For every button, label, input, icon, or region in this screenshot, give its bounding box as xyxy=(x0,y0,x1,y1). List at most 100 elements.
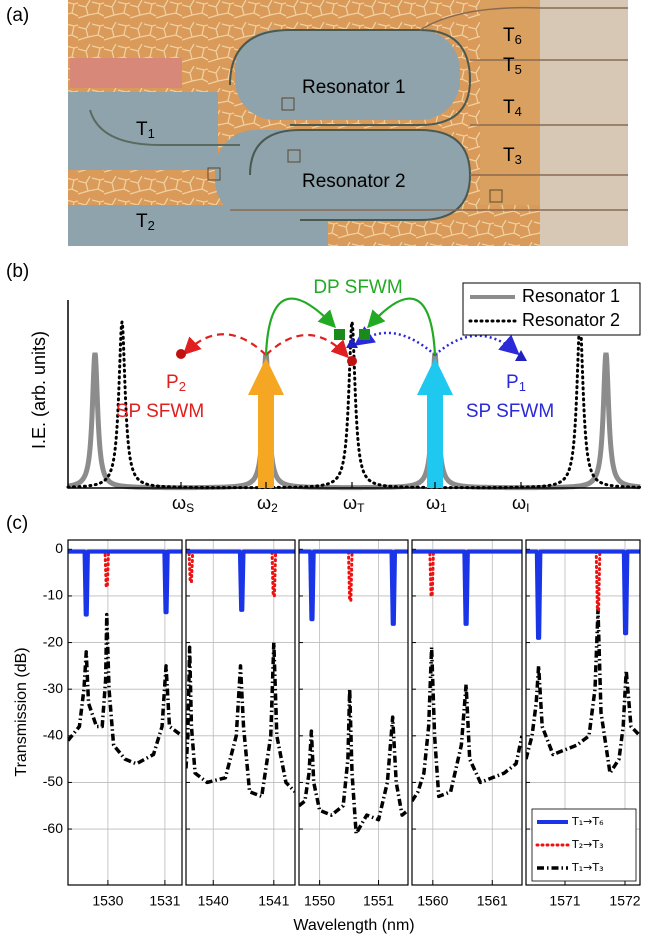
label-base: ω xyxy=(343,493,357,513)
resonator-label: Resonator 1 xyxy=(302,77,406,98)
x-tick-label: 1571 xyxy=(549,893,580,909)
annotation: SP SFWM xyxy=(466,401,554,422)
subplot: 1560 1561 xyxy=(411,539,523,909)
arrow xyxy=(434,334,520,356)
panel-label: (c) xyxy=(6,513,28,534)
x-tick-label: 1531 xyxy=(149,893,180,909)
series-line xyxy=(412,549,522,626)
label-sub: 3 xyxy=(515,152,522,167)
subscripted-label: ω1 xyxy=(426,493,447,515)
frequency-labels: ωS ω2 ωT ω1 ωI xyxy=(172,482,529,515)
subscripted-label: T2 xyxy=(136,211,155,233)
annotation-base: P xyxy=(166,372,179,393)
subscripted-label: ωI xyxy=(512,493,529,515)
y-tick-label: -30 xyxy=(43,680,63,696)
series-line xyxy=(68,549,182,617)
arrow xyxy=(182,333,267,356)
y-tick-label: -50 xyxy=(43,773,63,789)
series-line xyxy=(526,549,640,640)
x-tick-label: 1561 xyxy=(477,893,508,909)
subscripted-label: T5 xyxy=(503,55,522,77)
y-axis-label: I.E. (arb. units) xyxy=(29,331,49,449)
plot-frame xyxy=(185,539,296,886)
x-tick-label: 1550 xyxy=(304,893,335,909)
x-tick-label: 1541 xyxy=(258,893,289,909)
subscripted-label: ω2 xyxy=(257,493,278,515)
label-base: T xyxy=(503,145,515,166)
label-sub: S xyxy=(186,501,194,515)
label-base: T xyxy=(136,211,148,232)
photon-marker xyxy=(346,337,358,348)
photon-marker xyxy=(347,356,357,366)
subscripted-label: ωS xyxy=(172,493,194,515)
subplot: 0 -10 -20 -30 -40 -50 -60 1530 1531 xyxy=(43,539,183,909)
subscripted-label: T4 xyxy=(503,97,522,119)
label-sub: 4 xyxy=(515,104,522,119)
legend-label: T₁→T₆ xyxy=(571,815,604,828)
photon-marker xyxy=(359,329,370,340)
panel-label: (a) xyxy=(6,5,29,26)
label-sub: 6 xyxy=(515,32,522,47)
arrow xyxy=(367,297,437,356)
legend-label: T₁→T₃ xyxy=(571,861,603,874)
x-tick-label: 1530 xyxy=(92,893,123,909)
label-sub: 1 xyxy=(148,126,155,141)
label-base: ω xyxy=(426,493,440,513)
label-sub: 1 xyxy=(440,501,447,515)
subscripted-label: T1 xyxy=(136,119,155,141)
y-tick-label: -20 xyxy=(43,633,63,649)
subscripted-label: ωT xyxy=(343,493,365,515)
subplot: 1540 1541 xyxy=(185,539,296,909)
series-line xyxy=(299,687,408,836)
x-tick-label: 1572 xyxy=(609,893,640,909)
label-base: ω xyxy=(512,493,526,513)
label-sub: 5 xyxy=(515,62,522,77)
annotation-sub: 1 xyxy=(519,379,526,394)
pump-arrow xyxy=(248,358,284,488)
annotation: SP SFWM xyxy=(116,401,204,422)
label-base: T xyxy=(136,119,148,140)
series-line xyxy=(186,640,295,799)
label-sub: I xyxy=(526,501,529,515)
photon-marker xyxy=(515,350,527,361)
plot-frame xyxy=(298,539,409,886)
subscripted-label: T6 xyxy=(503,25,522,47)
annotation: P2 xyxy=(166,372,186,394)
photon-marker xyxy=(176,349,186,359)
x-tick-label: 1560 xyxy=(417,893,448,909)
plot-frame xyxy=(67,539,183,886)
x-tick-label: 1540 xyxy=(198,893,229,909)
label-sub: T xyxy=(357,501,365,515)
series-line xyxy=(526,608,640,775)
arrow xyxy=(264,297,337,356)
series-line xyxy=(299,549,408,626)
subplot: 1571 1572 T₁→T₆ T₂→T₃ T₁→T₃ xyxy=(525,539,641,909)
label-base: ω xyxy=(172,493,186,513)
y-tick-label: -60 xyxy=(43,820,63,836)
legend-label: Resonator 1 xyxy=(522,286,620,306)
y-tick-label: 0 xyxy=(55,540,63,556)
annotation: P1 xyxy=(506,372,526,394)
annotation-base: P xyxy=(506,372,519,393)
photon-marker xyxy=(334,329,345,340)
series-line xyxy=(412,645,522,803)
legend: Resonator 1 Resonator 2 xyxy=(462,282,641,336)
label-base: T xyxy=(503,25,515,46)
series-line xyxy=(68,612,182,766)
label-base: T xyxy=(503,55,515,76)
micrograph xyxy=(68,0,628,246)
annotation: DP SFWM xyxy=(313,277,402,298)
label-sub: 2 xyxy=(271,501,278,515)
plot-area xyxy=(299,540,408,885)
plot-frame xyxy=(525,539,641,886)
series-line xyxy=(186,549,295,612)
annotation-sub: 2 xyxy=(179,379,186,394)
label-base: T xyxy=(503,97,515,118)
panel-label: (b) xyxy=(6,261,29,282)
label-base: ω xyxy=(257,493,271,513)
x-tick-label: 1551 xyxy=(363,893,394,909)
pump-arrow xyxy=(417,358,453,488)
